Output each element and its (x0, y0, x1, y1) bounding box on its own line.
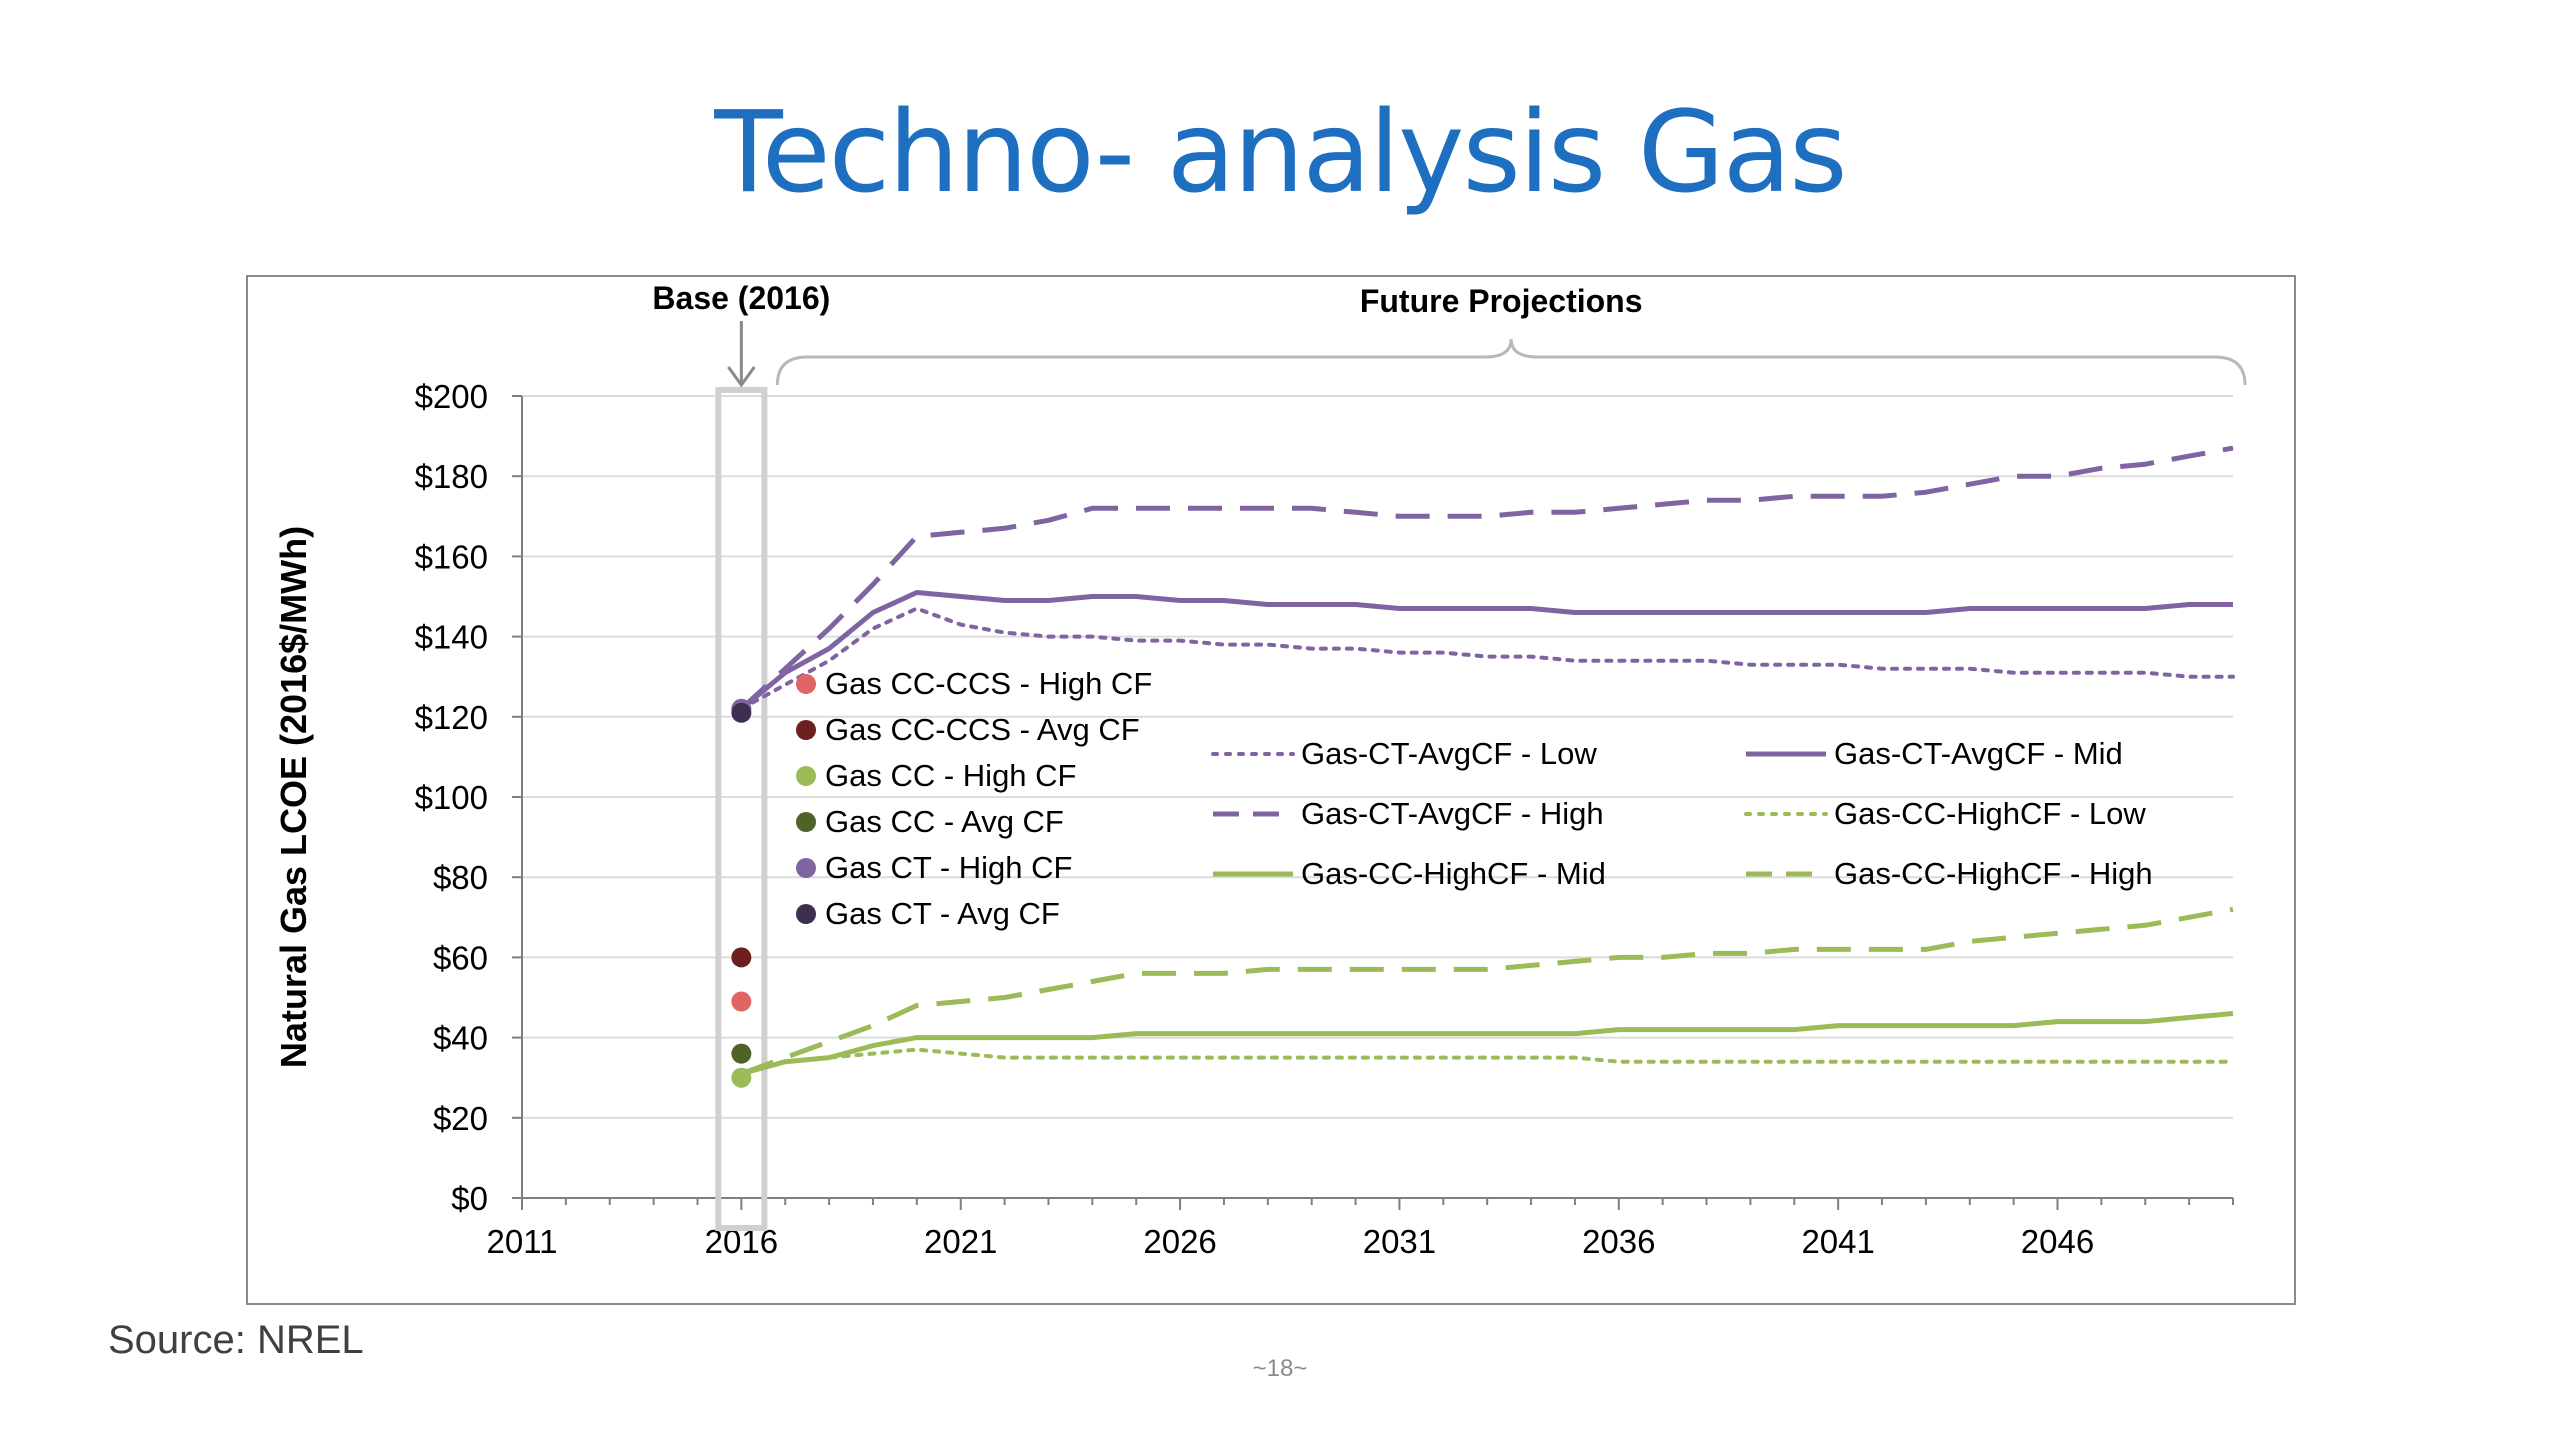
series-line-gas-ct-avgcf-mid (739, 590, 2233, 711)
base-point-gas-cc-high-cf (731, 1067, 752, 1088)
x-tick-label: 2036 (1582, 1223, 1655, 1260)
x-tick-label: 2046 (2021, 1223, 2094, 1260)
x-tick-label: 2011 (487, 1223, 558, 1260)
y-tick-label: $60 (433, 939, 488, 976)
y-tick-label: $180 (415, 458, 488, 495)
base-point-gas-cc-ccs-high-cf (731, 991, 752, 1012)
x-tick-label: 2026 (1143, 1223, 1216, 1260)
legend-label: Gas-CC-HighCF - High (1834, 856, 2153, 891)
base-point-gas-ct-avg-cf (731, 702, 752, 723)
legend-marker (796, 766, 816, 786)
legend-label: Gas CC-CCS - Avg CF (825, 712, 1140, 747)
y-tick-label: $40 (433, 1020, 488, 1057)
legend-label: Gas-CT-AvgCF - High (1301, 796, 1604, 831)
y-tick-label: $20 (433, 1100, 488, 1137)
legend-marker (796, 812, 816, 832)
base-year-label: Base (2016) (652, 280, 830, 316)
y-tick-label: $120 (415, 699, 488, 736)
series-line-gas-cc-highcf-high (740, 906, 2234, 1077)
legend-label: Gas-CT-AvgCF - Mid (1834, 736, 2123, 771)
base-arrow-head (727, 366, 756, 388)
y-tick-label: $100 (415, 779, 488, 816)
base-point-gas-cc-avg-cf (731, 1043, 752, 1064)
series-line-gas-ct-avgcf-low (739, 606, 2235, 711)
page-number: ~18~ (1252, 1355, 1308, 1382)
y-axis-title: Natural Gas LCOE (2016$/MWh) (273, 526, 314, 1068)
legend-label: Gas-CC-HighCF - Mid (1301, 856, 1606, 891)
legend-marker (796, 720, 816, 740)
future-projections-label: Future Projections (1360, 283, 1643, 319)
legend-marker (796, 674, 816, 694)
y-tick-label: $0 (451, 1180, 488, 1217)
legend-label: Gas CC-CCS - High CF (825, 666, 1152, 701)
future-projections-brace (775, 338, 2247, 386)
legend-marker (796, 858, 816, 878)
y-tick-label: $140 (415, 619, 488, 656)
base-year-box (715, 387, 768, 1231)
legend-label: Gas-CC-HighCF - Low (1834, 796, 2146, 831)
legend-label: Gas CT - High CF (825, 850, 1072, 885)
series-line-gas-cc-highcf-low (739, 1047, 2235, 1076)
slide-title: Techno- analysis Gas (714, 88, 1847, 218)
legend-label: Gas CT - Avg CF (825, 896, 1060, 931)
base-point-gas-cc-ccs-avg-cf (731, 947, 752, 968)
x-tick-label: 2031 (1363, 1223, 1436, 1260)
x-tick-label: 2041 (1801, 1223, 1874, 1260)
legend-label: Gas-CT-AvgCF - Low (1301, 736, 1597, 771)
source-note: Source: NREL (108, 1318, 364, 1362)
series-line-gas-ct-avgcf-high (739, 445, 2234, 711)
legend-label: Gas CC - Avg CF (825, 804, 1064, 839)
legend-label: Gas CC - High CF (825, 758, 1076, 793)
y-tick-label: $160 (415, 538, 488, 575)
y-tick-label: $200 (415, 378, 488, 415)
chart-frame: $0 $20 $40 $60 $80 $100 $120 $140 $160 $180 $200 20… (246, 275, 2296, 1305)
legend-marker (796, 904, 816, 924)
x-tick-label: 2021 (924, 1223, 997, 1260)
lcoe-chart: $0 $20 $40 $60 $80 $100 $120 $140 $160 $180 $200 20… (273, 280, 2247, 1260)
series-line-gas-cc-highcf-mid (740, 1011, 2234, 1077)
y-tick-label: $80 (433, 859, 488, 896)
